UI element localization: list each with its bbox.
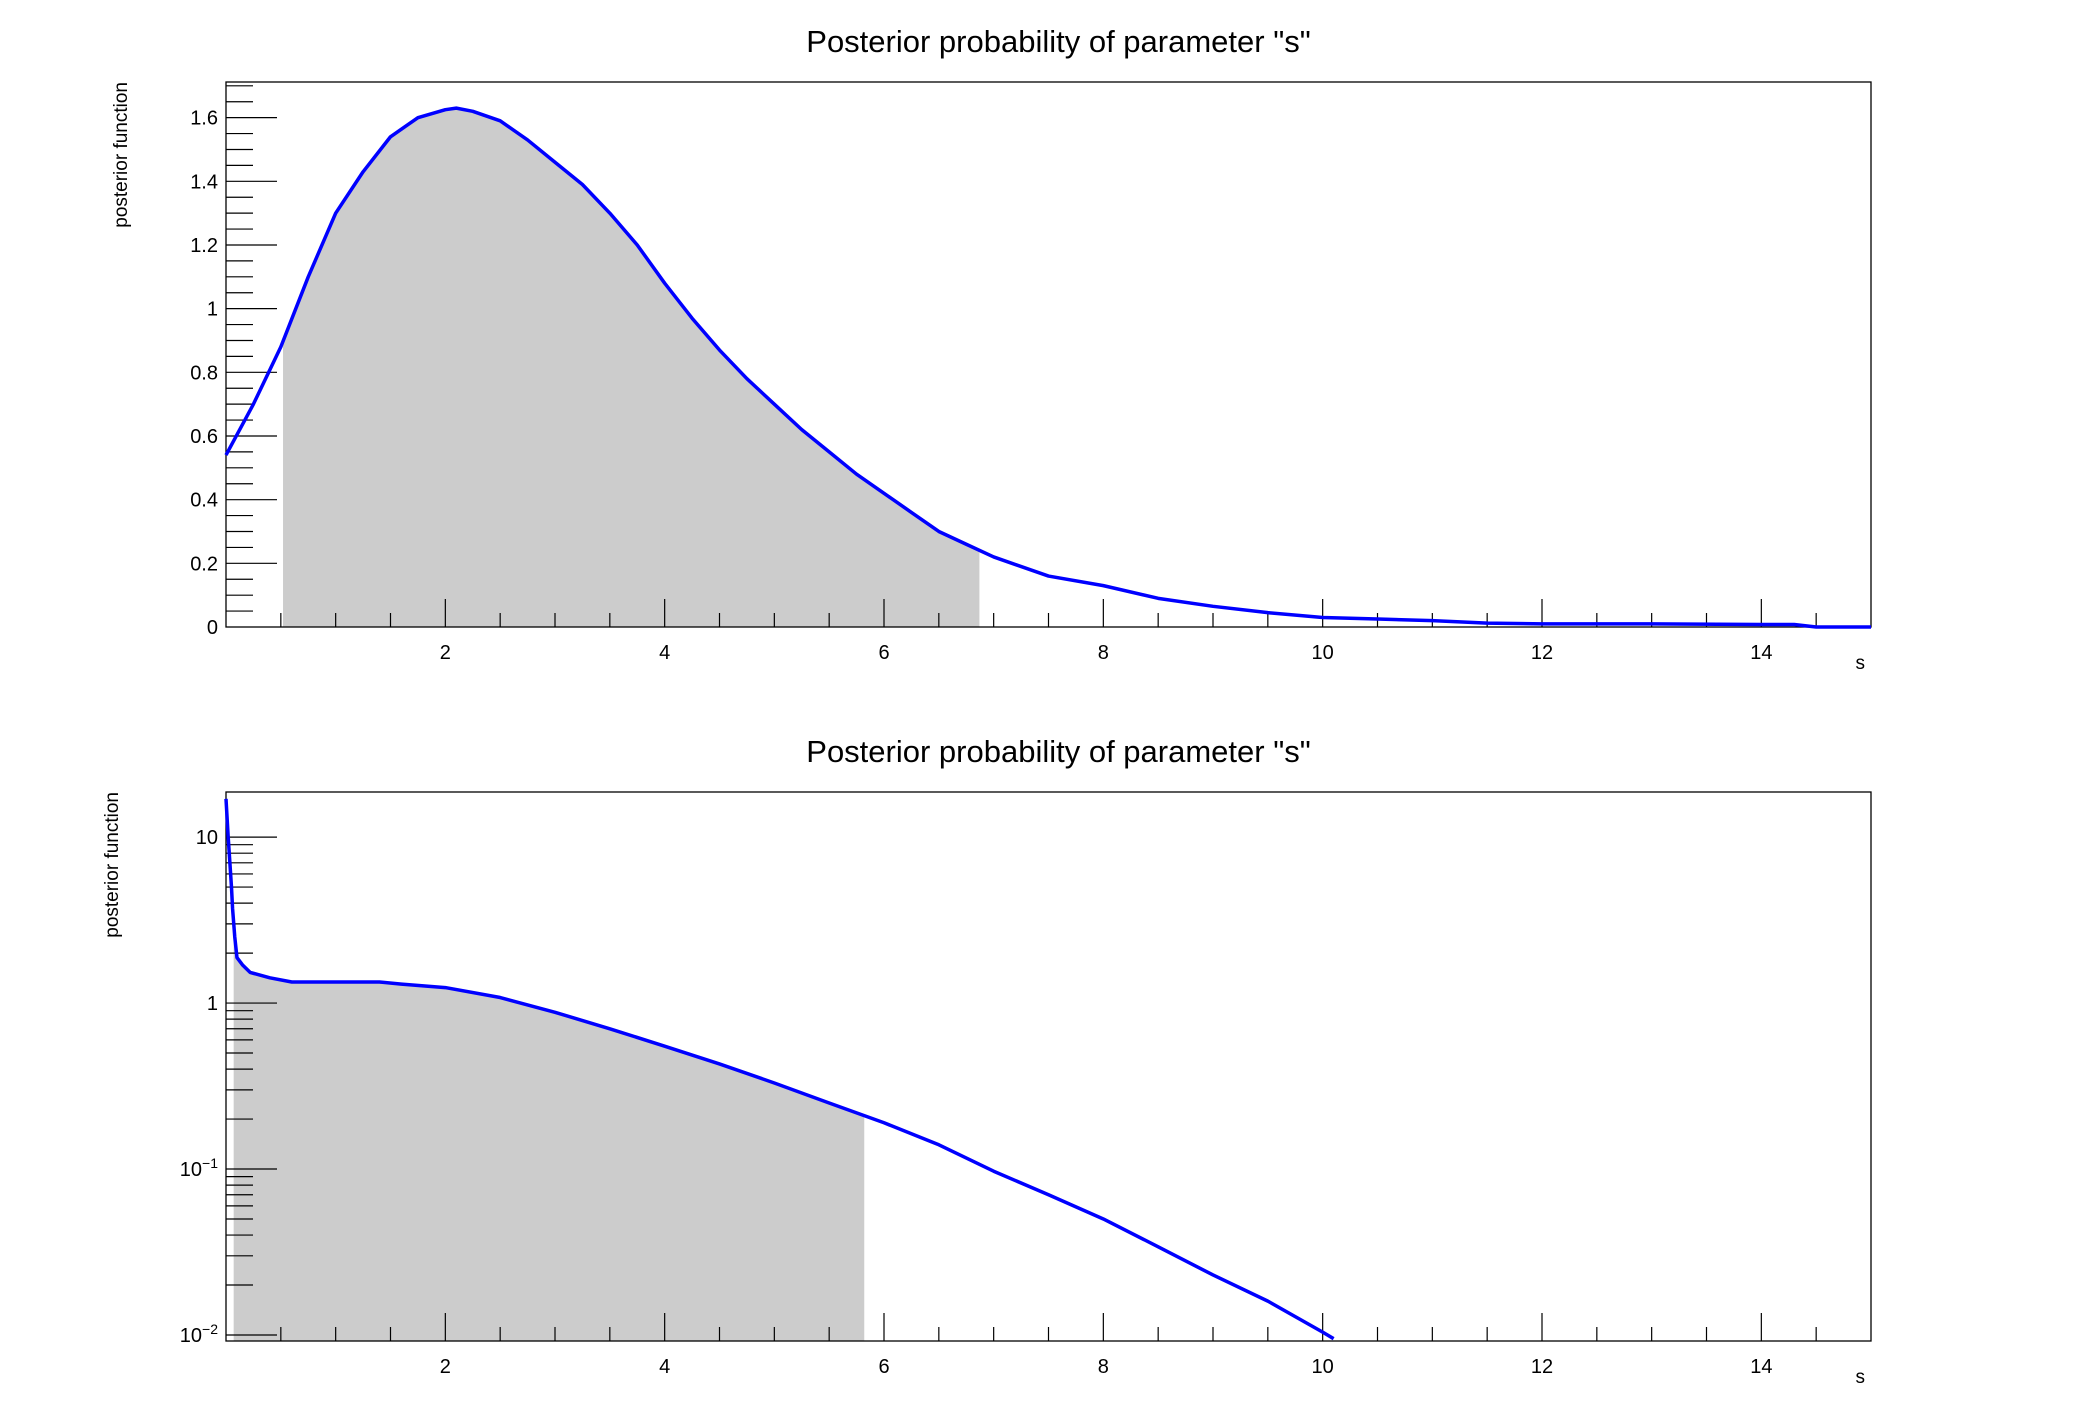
y-tick-label: 1 [207,993,218,1015]
y-tick-label: 10 [196,827,218,849]
y-tick-label: 1.6 [190,108,218,130]
y-tick-label: 1.2 [190,235,218,257]
x-tick-label: 14 [1750,642,1772,664]
x-tick-label: 8 [1098,1356,1109,1378]
y-tick-label: 10−2 [180,1321,218,1347]
x-tick-label: 14 [1750,1356,1772,1378]
x-tick-label: 2 [440,1356,451,1378]
chart-title: Posterior probability of parameter "s" [806,24,1310,59]
posterior-curve [224,798,1335,1341]
x-tick-label: 4 [659,1356,670,1378]
y-tick-label: 1.4 [190,171,218,193]
x-tick-label: 6 [878,642,889,664]
y-axis-label: posterior function [111,82,132,228]
posterior-curve [224,106,1871,629]
y-tick-label: 0 [207,617,218,639]
x-tick-label: 8 [1098,642,1109,664]
y-tick-label: 0.4 [190,490,218,512]
y-tick-label: 0.6 [190,426,218,448]
chart-title: Posterior probability of parameter "s" [806,734,1310,769]
x-tick-label: 4 [659,642,670,664]
y-tick-label: 0.8 [190,362,218,384]
x-axis-label: s [1856,1367,1866,1388]
x-tick-label: 12 [1531,1356,1553,1378]
x-tick-label: 6 [878,1356,889,1378]
linear-posterior-chart: 2 4 6 8 10 12 14 0 0.2 0.4 0.6 0.8 1 1.2 1.4 1.6 Posteri… [111,24,1872,674]
x-tick-label: 12 [1531,642,1553,664]
y-tick-label: 10−1 [180,1155,218,1181]
x-axis-label: s [1856,653,1866,674]
y-tick-label: 1 [207,299,218,321]
x-tick-label: 10 [1312,1356,1334,1378]
credible-interval-area [283,108,980,627]
x-tick-label: 10 [1312,642,1334,664]
log-posterior-chart: 2 4 6 8 10 12 14 10−2 10−1 1 10 Posterior probabili… [102,734,1872,1388]
x-tick-label: 2 [440,642,451,664]
y-axis-label: posterior function [102,792,123,938]
credible-interval-area [233,922,865,1341]
y-tick-label: 0.2 [190,553,218,575]
